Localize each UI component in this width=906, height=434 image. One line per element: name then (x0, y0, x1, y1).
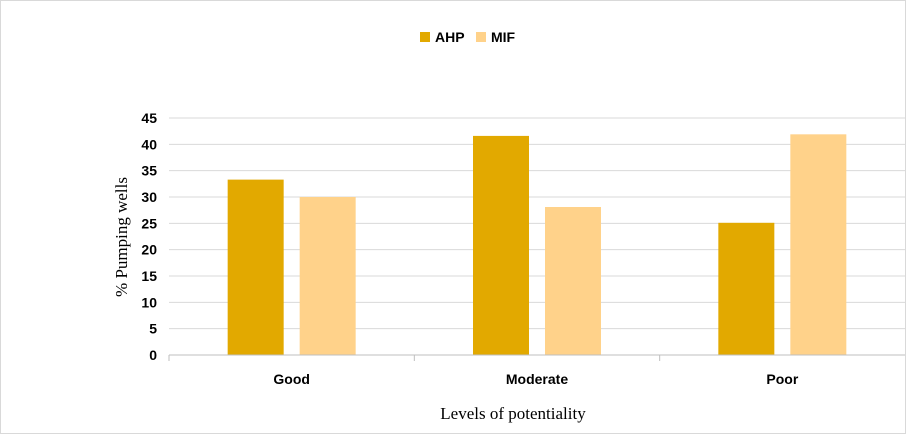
y-tick-30: 30 (141, 189, 157, 205)
y-tick-20: 20 (141, 242, 157, 258)
legend-swatch-ahp (420, 32, 430, 42)
legend-swatch-mif (476, 32, 486, 42)
y-tick-labels: 0 5 10 15 20 25 30 35 40 45 (141, 110, 157, 363)
y-axis-title: % Pumping wells (112, 177, 131, 297)
y-tick-25: 25 (141, 215, 157, 231)
y-tick-15: 15 (141, 268, 157, 284)
legend-label-mif: MIF (491, 29, 516, 45)
legend-label-ahp: AHP (435, 29, 465, 45)
bar-ahp-moderate (473, 135, 529, 355)
x-axis: Good Moderate Poor (168, 354, 905, 387)
y-tick-10: 10 (141, 294, 157, 310)
legend: AHP MIF (420, 29, 516, 45)
bar-mif-moderate (545, 207, 601, 355)
y-tick-5: 5 (149, 321, 157, 337)
bar-ahp-good (227, 179, 284, 355)
x-tick-moderate: Moderate (506, 371, 568, 387)
x-tick-good: Good (273, 371, 310, 387)
bars (227, 134, 847, 355)
bar-mif-poor (790, 134, 847, 355)
bar-mif-good (299, 197, 356, 355)
y-tick-45: 45 (141, 110, 157, 126)
y-tick-40: 40 (141, 136, 157, 152)
x-tick-poor: Poor (766, 371, 798, 387)
y-tick-0: 0 (149, 347, 157, 363)
y-tick-35: 35 (141, 163, 157, 179)
bar-ahp-poor (718, 222, 775, 355)
gridlines (169, 117, 905, 330)
x-axis-title: Levels of potentiality (440, 404, 586, 423)
